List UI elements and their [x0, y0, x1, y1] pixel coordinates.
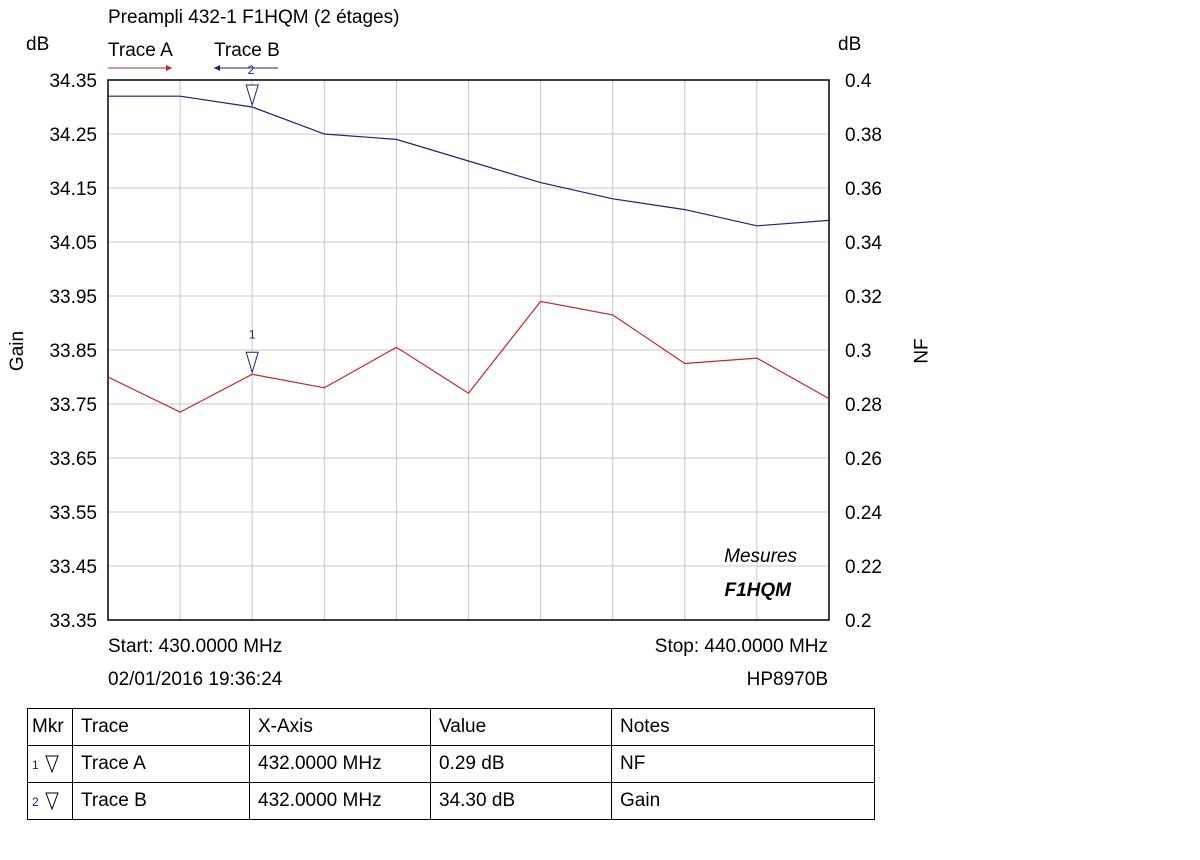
y2-tick-label: 0.24 — [845, 503, 882, 524]
marker-table: Mkr Trace X-Axis Value Notes 1 Trace A 4… — [27, 708, 875, 820]
marker-triangle-icon — [45, 755, 59, 774]
marker-triangle-icon — [45, 792, 59, 811]
marker-2-icon — [245, 84, 259, 107]
marker-cell: 2 — [27, 782, 73, 820]
legend-trace-b: Trace B — [214, 40, 280, 61]
y2-tick-label: 0.34 — [845, 233, 882, 254]
header-x-axis: X-Axis — [249, 708, 431, 746]
y-tick-label: 33.85 — [49, 341, 97, 362]
header-trace: Trace — [72, 708, 250, 746]
y2-tick-label: 0.22 — [845, 557, 882, 578]
value-cell: 34.30 dB — [430, 782, 612, 820]
y2-tick-label: 0.36 — [845, 179, 882, 200]
timestamp: 02/01/2016 19:36:24 — [108, 669, 283, 690]
y2-tick-label: 0.3 — [845, 341, 871, 362]
notes-cell: NF — [611, 745, 875, 783]
y2-tick-label: 0.32 — [845, 287, 882, 308]
instrument-label: HP8970B — [746, 669, 828, 690]
table-row: 2 Trace B 432.0000 MHz 34.30 dB Gain — [27, 782, 875, 820]
y-tick-label: 33.75 — [49, 395, 97, 416]
y-tick-label: 33.95 — [49, 287, 97, 308]
marker-number: 1 — [32, 758, 39, 772]
right-unit-label: dB — [838, 34, 862, 55]
y2-tick-label: 0.38 — [845, 125, 882, 146]
y-tick-label: 34.35 — [49, 71, 97, 92]
y-tick-label: 33.55 — [49, 503, 97, 524]
marker-cell: 1 — [27, 745, 73, 783]
trace-cell: Trace A — [72, 745, 250, 783]
chart-svg: 34.35 34.25 34.15 34.05 33.95 33.85 33.75 33.65… — [49, 63, 882, 632]
y-tick-label: 34.15 — [49, 179, 97, 200]
marker-number: 2 — [32, 795, 39, 809]
y-tick-label: 34.25 — [49, 125, 97, 146]
marker-1-label: 1 — [249, 327, 256, 341]
y2-tick-label: 0.26 — [845, 449, 882, 470]
plot-frame — [107, 79, 830, 621]
y-tick-label: 34.05 — [49, 233, 97, 254]
y-tick-label: 33.35 — [49, 611, 97, 632]
trace-cell: Trace B — [72, 782, 250, 820]
notes-cell: Gain — [611, 782, 875, 820]
y-tick-label: 33.65 — [49, 449, 97, 470]
marker-1-icon — [245, 351, 259, 375]
annotation-line-1: Mesures — [724, 546, 797, 567]
x-axis-cell: 432.0000 MHz — [249, 745, 431, 783]
value-cell: 0.29 dB — [430, 745, 612, 783]
legend-arrow-trace-a — [166, 65, 172, 71]
legend-marker-number: 2 — [248, 63, 255, 77]
y2-tick-label: 0.4 — [845, 71, 872, 92]
y2-tick-label: 0.28 — [845, 395, 882, 416]
marker-table-header: Mkr Trace X-Axis Value Notes — [27, 708, 875, 746]
y2-tick-label: 0.2 — [845, 611, 871, 632]
left-unit-label: dB — [26, 34, 50, 55]
header-notes: Notes — [611, 708, 875, 746]
header-mkr: Mkr — [27, 708, 73, 746]
chart-title: Preampli 432-1 F1HQM (2 étages) — [108, 7, 400, 28]
legend-arrow-trace-b — [214, 65, 220, 71]
stop-label: Stop: 440.0000 MHz — [654, 636, 828, 657]
annotation-line-2: F1HQM — [725, 580, 793, 601]
header-value: Value — [430, 708, 612, 746]
y-tick-label: 33.45 — [49, 557, 97, 578]
table-row: 1 Trace A 432.0000 MHz 0.29 dB NF — [27, 745, 875, 783]
legend-trace-a: Trace A — [108, 40, 173, 61]
x-axis-cell: 432.0000 MHz — [249, 782, 431, 820]
start-label: Start: 430.0000 MHz — [108, 636, 283, 657]
